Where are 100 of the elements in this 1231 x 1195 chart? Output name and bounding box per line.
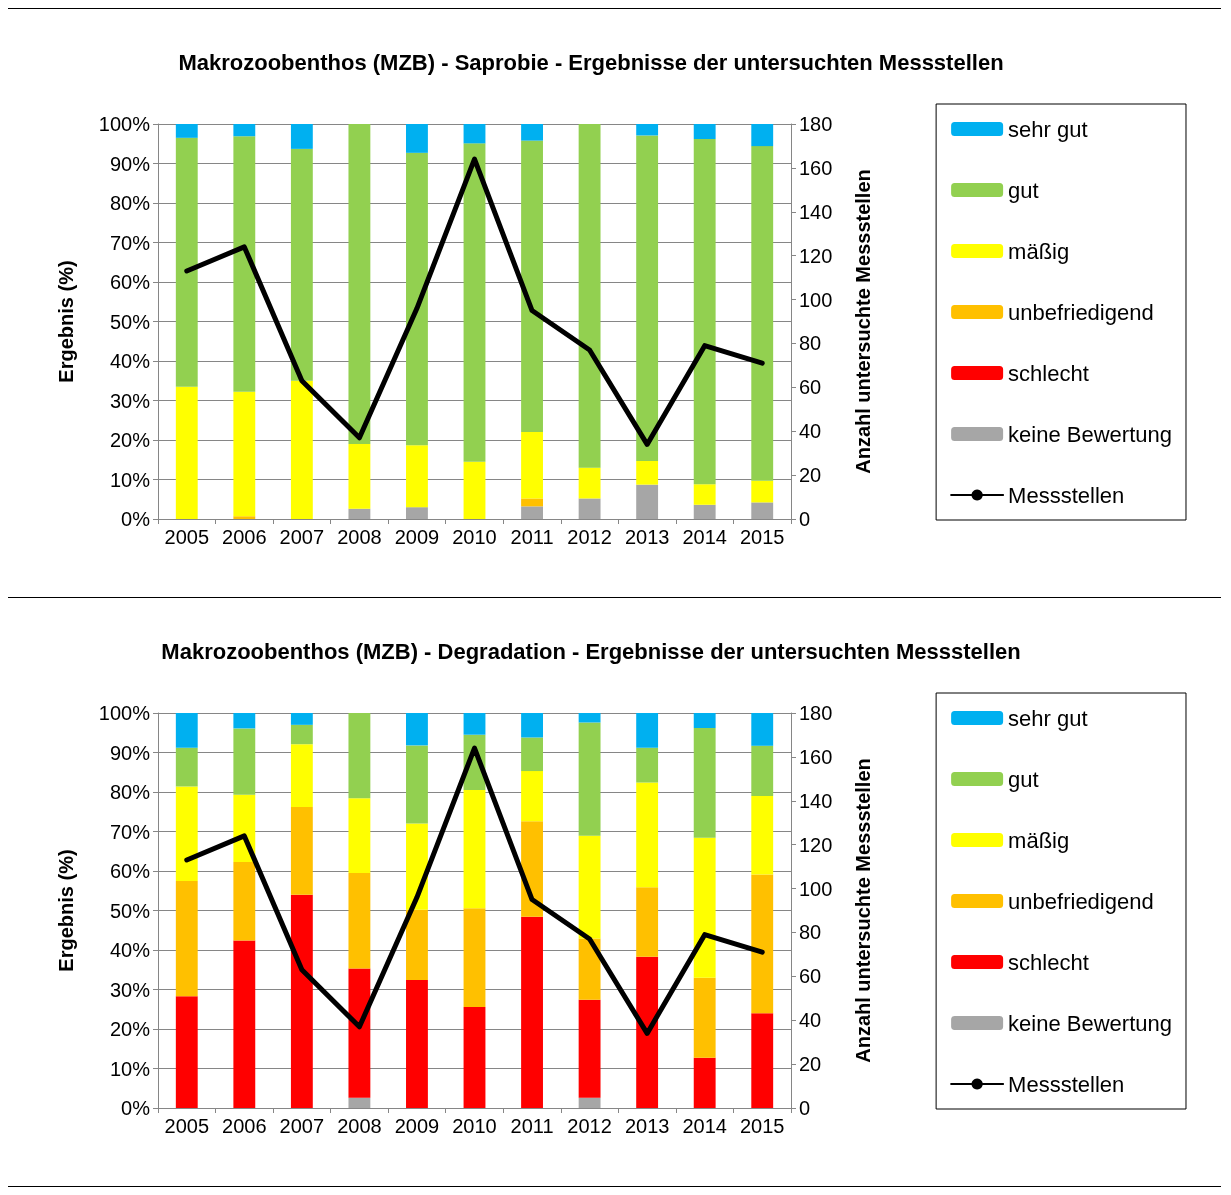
bar [175, 137, 198, 387]
y-tick-label: 100% [98, 113, 151, 135]
y2-tick-label: 140 [799, 200, 833, 223]
bar [348, 798, 371, 873]
y-tick-label: 60% [109, 271, 151, 293]
y-tick-label: 20% [109, 1018, 151, 1040]
y2-tick-label: 0 [799, 508, 811, 530]
y-tick-label: 90% [109, 152, 151, 175]
bar [175, 713, 198, 748]
bar [751, 502, 774, 519]
bar [233, 728, 256, 795]
legend-label: schlecht [1008, 360, 1089, 386]
bar [636, 887, 659, 957]
bar [578, 713, 601, 723]
y-tick-label: 60% [109, 860, 151, 882]
bar [233, 940, 256, 1108]
chart-title: Makrozoobenthos (MZB) - Saprobie - Ergebnisse der untersuchten Messstellen [178, 49, 1004, 75]
legend-label: mäßig [1008, 827, 1070, 853]
bar [636, 713, 659, 748]
x-tick-label: 2009 [394, 526, 440, 548]
y2-tick-label: 40 [799, 420, 822, 443]
x-tick-label: 2014 [682, 1115, 727, 1137]
bar [463, 1006, 486, 1108]
bar [233, 391, 256, 517]
y2-tick-label: 20 [799, 1053, 822, 1076]
y-tick-label: 10% [109, 1057, 151, 1080]
bar [348, 1097, 371, 1108]
bar [578, 498, 601, 519]
x-tick-label: 2014 [682, 526, 727, 548]
y2-tick-label: 120 [799, 244, 833, 267]
y2-axis-title: Anzahl untersuchte Messstellen [852, 169, 874, 474]
x-tick-label: 2005 [164, 1115, 210, 1137]
bar [751, 874, 774, 1014]
y-tick-label: 50% [109, 899, 151, 922]
bar [463, 461, 486, 519]
bar [290, 713, 313, 725]
bar [693, 977, 716, 1058]
bar [233, 124, 256, 137]
chart-title: Makrozoobenthos (MZB) - Degradation - Ergebnisse der untersuchten Messstellen [161, 638, 1021, 664]
y-tick-label: 30% [109, 389, 151, 412]
y2-tick-label: 60 [799, 965, 822, 988]
bar [233, 516, 256, 519]
legend-label: Messstellen [1008, 482, 1125, 508]
bar [636, 747, 659, 783]
legend-label: sehr gut [1008, 116, 1088, 142]
bar [751, 745, 774, 796]
bar [290, 724, 313, 745]
y2-tick-label: 140 [799, 789, 833, 812]
bar [693, 713, 716, 729]
bar [290, 124, 313, 149]
bar [521, 140, 543, 433]
bar [578, 999, 601, 1098]
y-tick-label: 40% [109, 350, 151, 372]
legend-label: keine Bewertung [1008, 421, 1173, 447]
bar [463, 143, 486, 462]
bar [578, 124, 601, 468]
bar [636, 124, 659, 136]
y-tick-label: 40% [109, 939, 151, 961]
bar [175, 996, 198, 1108]
bar [693, 124, 716, 140]
bar [521, 713, 543, 738]
y-axis-title: Ergebnis (%) [55, 260, 77, 383]
x-tick-label: 2013 [624, 526, 670, 548]
bar [175, 386, 198, 519]
y-tick-label: 90% [109, 741, 151, 764]
y2-tick-label: 80 [799, 921, 822, 944]
y-tick-label: 20% [109, 429, 151, 451]
bar [463, 790, 486, 909]
legend-label: sehr gut [1008, 705, 1088, 731]
bar [521, 124, 543, 141]
x-tick-label: 2010 [452, 526, 497, 548]
y2-axis-title: Anzahl untersuchte Messstellen [852, 758, 874, 1063]
bar [290, 380, 313, 519]
x-tick-label: 2015 [739, 1115, 785, 1137]
x-tick-label: 2010 [452, 1115, 497, 1137]
x-tick-label: 2011 [510, 526, 554, 548]
y2-tick-label: 120 [799, 833, 833, 856]
bar [578, 722, 601, 836]
y2-tick-label: 160 [799, 745, 833, 768]
y2-tick-label: 160 [799, 156, 833, 179]
bar [751, 480, 774, 503]
bar [406, 713, 428, 746]
bar [693, 504, 716, 519]
bar [521, 432, 543, 499]
bar [693, 484, 716, 505]
bar [693, 1057, 716, 1108]
bar [521, 506, 543, 519]
bar [751, 795, 774, 875]
bar [290, 148, 313, 381]
bar [578, 835, 601, 939]
legend-label: Messstellen [1008, 1071, 1125, 1097]
bar [406, 124, 428, 153]
y-tick-label: 0% [121, 508, 151, 530]
bar [348, 872, 371, 969]
x-tick-label: 2007 [279, 526, 325, 548]
legend-label: mäßig [1008, 238, 1070, 264]
bar [521, 498, 543, 507]
y-tick-label: 70% [109, 231, 151, 254]
bar [290, 894, 313, 1108]
bar [693, 728, 716, 838]
